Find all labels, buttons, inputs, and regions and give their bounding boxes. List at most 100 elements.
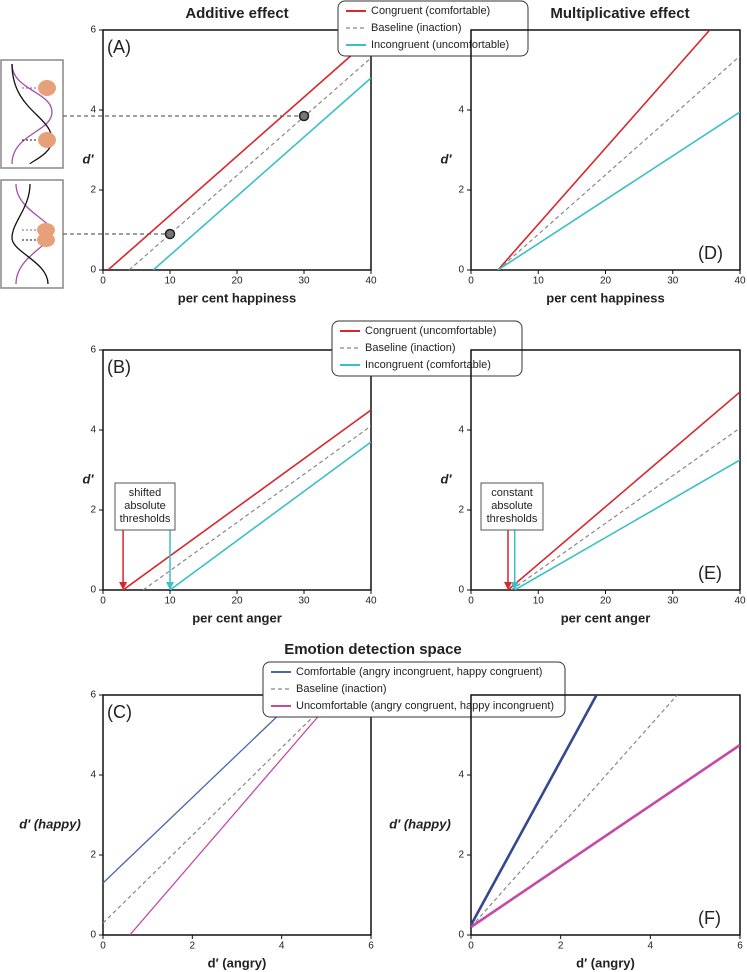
series-line	[514, 459, 740, 590]
legend-label: Congruent (comfortable)	[371, 5, 490, 17]
x-tick-label: 4	[648, 941, 654, 952]
arrow-head	[503, 582, 512, 590]
series-line	[471, 695, 678, 928]
x-tick-label: 30	[298, 596, 310, 607]
y-tick-label: 0	[458, 930, 464, 941]
y-axis-label: d′ (happy)	[19, 816, 81, 831]
y-tick-label: 6	[90, 690, 96, 701]
y-tick-label: 4	[458, 105, 464, 116]
x-tick-label: 2	[558, 941, 564, 952]
x-tick-label: 0	[468, 596, 474, 607]
annotation-text: thresholds	[120, 513, 171, 525]
series-group	[107, 37, 371, 270]
series-line	[497, 111, 740, 270]
y-tick-label: 4	[458, 425, 464, 436]
legend-label: Uncomfortable (angry congruent, happy in…	[296, 700, 554, 712]
panel-label: (F)	[698, 908, 721, 928]
x-tick-label: 6	[737, 941, 743, 952]
y-tick-label: 0	[458, 585, 464, 596]
y-tick-label: 0	[90, 930, 96, 941]
y-axis-label: d′	[440, 151, 452, 166]
legend-label: Comfortable (angry incongruent, happy co…	[296, 666, 542, 678]
panel-label: (B)	[107, 357, 131, 377]
arrow-head	[166, 582, 174, 590]
series-group	[507, 391, 740, 590]
x-tick-label: 20	[600, 596, 612, 607]
legend-label: Incongruent (comfortable)	[365, 359, 491, 371]
series-line	[128, 57, 371, 270]
annotation-text: constant	[491, 487, 533, 499]
arrow-head	[510, 582, 519, 590]
y-tick-label: 4	[458, 770, 464, 781]
series-group	[497, 30, 740, 270]
y-tick-label: 2	[90, 505, 96, 516]
y-tick-label: 2	[458, 850, 464, 861]
legend-box	[262, 661, 566, 718]
x-tick-label: 10	[164, 276, 176, 287]
series-line	[107, 37, 371, 270]
series-line	[122, 409, 371, 590]
y-tick-label: 6	[90, 345, 96, 356]
series-group	[471, 695, 740, 929]
series-group	[122, 409, 371, 590]
y-tick-label: 2	[458, 185, 464, 196]
x-tick-label: 0	[468, 941, 474, 952]
annotation-box	[480, 482, 544, 531]
x-tick-label: 6	[368, 941, 374, 952]
series-line	[497, 30, 711, 270]
plot-frame	[102, 694, 372, 936]
x-axis-label: per cent happiness	[546, 290, 664, 305]
x-tick-label: 40	[365, 596, 377, 607]
x-tick-label: 20	[231, 276, 243, 287]
x-tick-label: 40	[734, 596, 746, 607]
x-tick-label: 2	[190, 941, 196, 952]
panel-title: Emotion detection space	[284, 641, 462, 658]
legend-label: Baseline (inaction)	[365, 342, 456, 354]
inset-bottom	[0, 179, 64, 289]
data-point	[164, 228, 176, 240]
y-tick-label: 2	[90, 850, 96, 861]
series-group	[103, 695, 336, 935]
x-tick-label: 0	[100, 941, 106, 952]
x-tick-label: 0	[100, 276, 106, 287]
legend-label: Congruent (uncomfortable)	[365, 325, 496, 337]
y-tick-label: 2	[458, 505, 464, 516]
x-tick-label: 20	[231, 596, 243, 607]
plot-frame	[470, 349, 741, 591]
y-tick-label: 0	[458, 265, 464, 276]
y-axis-label: d′	[82, 471, 94, 486]
x-tick-label: 10	[533, 276, 545, 287]
data-point	[298, 110, 310, 122]
legend-box	[337, 0, 529, 57]
series-line	[471, 695, 598, 926]
series-line	[511, 427, 740, 590]
y-tick-label: 6	[90, 25, 96, 36]
series-line	[142, 425, 371, 590]
y-axis-label: d′	[440, 471, 452, 486]
x-tick-label: 30	[298, 276, 310, 287]
panel-label: (A)	[107, 37, 131, 57]
x-tick-label: 40	[365, 276, 377, 287]
x-axis-label: d′ (angry)	[576, 955, 635, 970]
annotation-text: absolute	[491, 500, 533, 512]
series-line	[507, 391, 740, 590]
plot-frame	[102, 349, 372, 591]
x-tick-label: 10	[533, 596, 545, 607]
y-tick-label: 4	[90, 105, 96, 116]
legend-label: Baseline (inaction)	[371, 22, 462, 34]
x-tick-label: 40	[734, 276, 746, 287]
x-tick-label: 20	[600, 276, 612, 287]
y-tick-label: 2	[90, 185, 96, 196]
plot-frame	[470, 694, 741, 936]
y-axis-label: d′	[82, 151, 94, 166]
legend-label: Incongruent (uncomfortable)	[371, 39, 509, 51]
panel-label: (D)	[698, 243, 723, 263]
x-axis-label: per cent happiness	[178, 290, 296, 305]
y-tick-label: 4	[90, 770, 96, 781]
series-line	[471, 743, 740, 929]
x-axis-label: per cent anger	[561, 610, 651, 625]
series-line	[103, 695, 336, 924]
series-line	[103, 695, 300, 884]
series-line	[169, 441, 371, 590]
